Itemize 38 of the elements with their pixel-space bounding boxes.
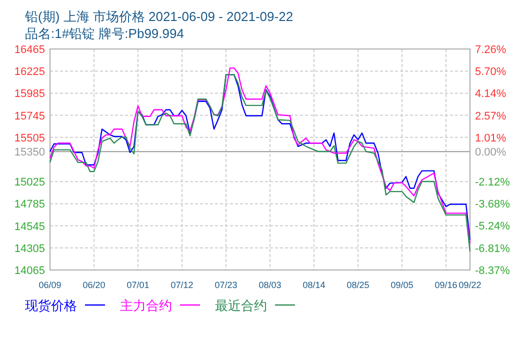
x-tick-label: 09/05 [390,280,414,290]
y-tick-label: 15505 [14,132,45,144]
y2-tick-label: 7.26% [475,44,506,56]
y2-tick-label: -8.37% [475,265,510,277]
y-tick-label: 15025 [14,176,45,189]
chart-title: 铅(期) 上海 市场价格 2021-06-09 - 2021-09-22 [24,9,294,24]
y-tick-label: 14305 [14,242,45,255]
legend-label: 主力合约 [120,298,172,313]
y2-tick-label: 1.01% [475,132,506,144]
x-tick-label: 08/03 [258,280,282,290]
y-tick-label: 16465 [14,44,45,56]
y-tick-label: 14065 [14,265,45,277]
x-tick-label: 09/22 [458,280,482,290]
y2-tick-label: 5.70% [475,66,506,78]
legend-label: 现货价格 [25,298,77,313]
y2-tick-label: -2.12% [475,176,510,189]
y2-tick-label: 4.14% [475,88,506,100]
chart-subtitle: 品名:1#铅锭 牌号:Pb99.994 [25,26,184,41]
legend-label: 最近合约 [215,298,267,313]
y-tick-label: 16225 [14,66,45,78]
y-tick-label: 15985 [14,88,45,100]
x-tick-label: 07/23 [214,280,238,290]
x-tick-label: 07/12 [170,280,194,290]
y2-tick-label: -3.68% [475,198,510,211]
y2-tick-label: 2.57% [475,110,506,122]
y2-tick-label: -6.81% [475,242,510,255]
y-tick-label: 14545 [14,220,45,233]
x-tick-label: 08/25 [346,280,370,290]
y-tick-label: 15350 [14,146,45,159]
y-tick-label: 14785 [14,198,45,211]
y2-tick-label: -5.24% [475,220,510,233]
x-tick-label: 09/16 [434,280,458,290]
x-tick-label: 06/09 [38,280,62,290]
x-tick-label: 08/14 [302,280,326,290]
x-tick-label: 07/01 [126,280,150,290]
y2-tick-label: 0.00% [475,146,506,159]
x-tick-label: 06/20 [82,280,106,290]
y-tick-label: 15745 [14,110,45,122]
